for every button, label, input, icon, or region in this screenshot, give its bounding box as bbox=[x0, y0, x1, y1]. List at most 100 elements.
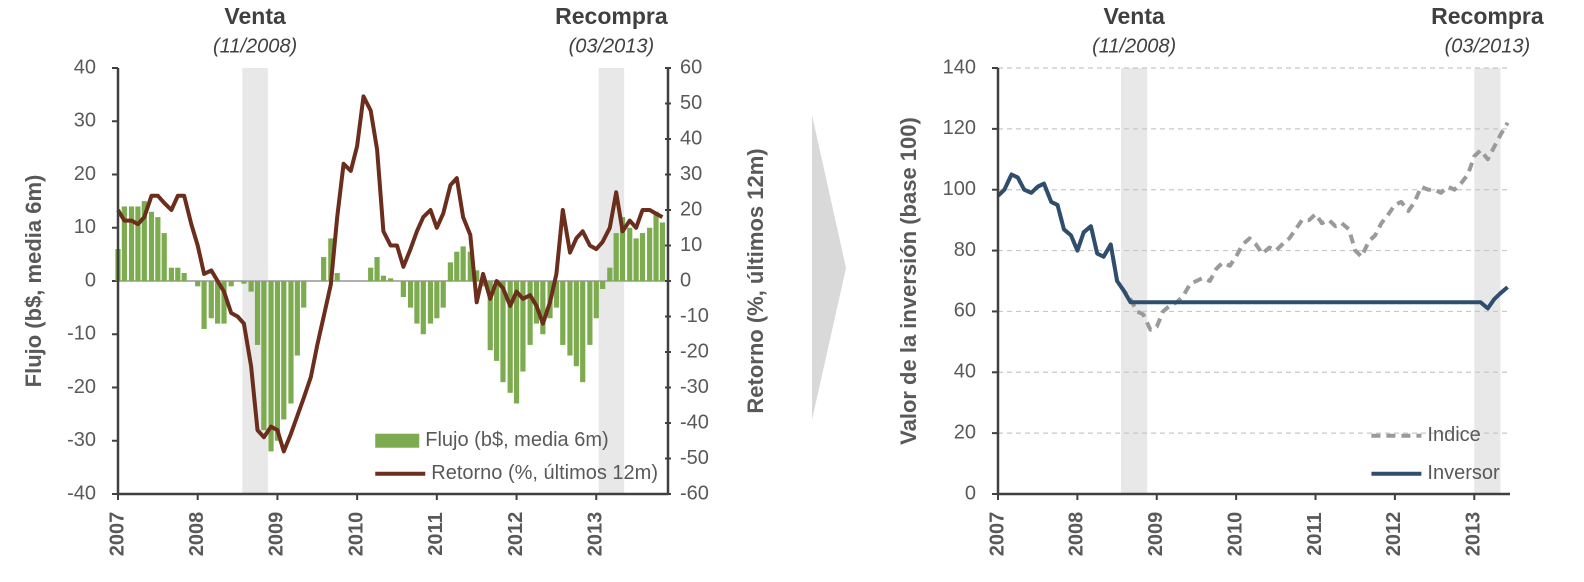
x-tick-label: 2012 bbox=[1383, 512, 1405, 557]
x-tick-label: 2010 bbox=[1224, 512, 1246, 557]
y-tick-label: -30 bbox=[67, 429, 96, 451]
bar bbox=[208, 281, 214, 319]
bar bbox=[593, 281, 599, 319]
bar bbox=[500, 281, 506, 383]
y2-tick-label: 30 bbox=[680, 163, 702, 185]
bar bbox=[647, 227, 653, 281]
x-tick-label: 2009 bbox=[1145, 512, 1167, 557]
bar bbox=[128, 206, 135, 281]
bar bbox=[520, 281, 526, 372]
bar bbox=[181, 273, 187, 281]
bar bbox=[195, 281, 201, 287]
annotation-date: (11/2008) bbox=[1092, 35, 1176, 57]
bar bbox=[527, 281, 533, 345]
y-tick-label: 0 bbox=[965, 482, 976, 504]
legend-label: Inversor bbox=[1427, 462, 1500, 484]
annotation-title: Recompra bbox=[555, 3, 668, 29]
y-tick-label: 140 bbox=[943, 56, 976, 78]
bar bbox=[454, 251, 460, 281]
annotation-date: (03/2013) bbox=[569, 35, 655, 57]
y-tick-label: 20 bbox=[954, 421, 976, 443]
y-tick-label: -20 bbox=[67, 376, 96, 398]
bar bbox=[573, 281, 579, 367]
bar bbox=[155, 217, 161, 281]
y-tick-label: 30 bbox=[74, 110, 96, 132]
bar bbox=[480, 281, 486, 287]
legend: Flujo (b$, media 6m) Retorno (%, últimos … bbox=[375, 429, 658, 484]
bar bbox=[221, 281, 227, 324]
bar bbox=[414, 281, 420, 324]
y-tick-label: 0 bbox=[85, 269, 96, 291]
bar bbox=[380, 275, 387, 281]
bar bbox=[440, 281, 446, 308]
bar bbox=[241, 281, 247, 284]
y-tick-label: 40 bbox=[954, 361, 976, 383]
bar bbox=[447, 262, 453, 281]
arrow bbox=[812, 115, 846, 420]
bar bbox=[328, 238, 334, 281]
bar bbox=[407, 281, 414, 308]
annotation-date: (11/2008) bbox=[213, 35, 297, 57]
legend-swatch bbox=[375, 433, 420, 448]
bar bbox=[274, 281, 281, 441]
bar bbox=[627, 227, 633, 281]
bar bbox=[587, 281, 593, 345]
x-tick-label: 2008 bbox=[1066, 512, 1088, 557]
y2-tick-label: 0 bbox=[680, 269, 691, 291]
y2-tick-label: 20 bbox=[680, 198, 702, 220]
bar bbox=[560, 281, 566, 345]
bar bbox=[653, 211, 659, 281]
line bbox=[996, 172, 1509, 311]
bar bbox=[301, 281, 307, 308]
x-tick-label: 2013 bbox=[1463, 512, 1485, 557]
legend-label: Indice bbox=[1427, 424, 1480, 446]
bar bbox=[600, 281, 606, 289]
bar bbox=[639, 233, 646, 281]
y2-tick-label: 40 bbox=[680, 127, 702, 149]
bar bbox=[434, 281, 440, 319]
annotation-title: Venta bbox=[224, 3, 286, 29]
bar bbox=[334, 273, 340, 281]
annotation-date: (03/2013) bbox=[1445, 35, 1531, 57]
bar bbox=[254, 281, 261, 345]
x-tick-label: 2012 bbox=[505, 512, 527, 557]
bar bbox=[268, 281, 274, 452]
bar bbox=[494, 281, 500, 361]
y2-tick-label: -50 bbox=[680, 447, 709, 469]
y2-axis-title: Retorno (%, últimos 12m) bbox=[743, 148, 768, 413]
bar bbox=[474, 270, 480, 281]
y2-tick-label: 50 bbox=[680, 92, 702, 114]
highlight-band bbox=[1474, 68, 1501, 494]
y-tick-label: 100 bbox=[943, 178, 976, 200]
bar bbox=[567, 281, 573, 356]
y-tick-label: 80 bbox=[954, 239, 976, 261]
bar bbox=[148, 211, 155, 281]
y-axis-title: Valor de la inversión (base 100) bbox=[896, 117, 921, 445]
y2-tick-label: 60 bbox=[680, 56, 702, 78]
bar bbox=[467, 251, 473, 281]
y-tick-label: -40 bbox=[67, 482, 96, 504]
bar bbox=[168, 267, 175, 281]
x-tick-label: 2013 bbox=[585, 512, 607, 557]
y2-tick-label: -60 bbox=[680, 482, 709, 504]
line bbox=[116, 94, 664, 454]
y-tick-label: 60 bbox=[954, 300, 976, 322]
y-tick-label: 10 bbox=[74, 216, 96, 238]
bar bbox=[460, 246, 466, 281]
bar bbox=[228, 281, 234, 287]
bar bbox=[201, 281, 207, 329]
bar bbox=[607, 267, 613, 281]
legend-label: Retorno (%, últimos 12m) bbox=[431, 462, 658, 484]
bar bbox=[513, 281, 520, 404]
x-tick-label: 2007 bbox=[106, 512, 128, 557]
bar bbox=[374, 257, 380, 281]
bar bbox=[553, 281, 560, 308]
bar bbox=[388, 278, 394, 281]
bar bbox=[175, 267, 181, 281]
legend: Indice Inversor bbox=[1371, 424, 1500, 484]
bar bbox=[281, 281, 287, 420]
y-tick-label: 20 bbox=[74, 163, 96, 185]
bar bbox=[580, 281, 586, 383]
highlight-band bbox=[1121, 68, 1148, 494]
bar bbox=[135, 206, 141, 281]
